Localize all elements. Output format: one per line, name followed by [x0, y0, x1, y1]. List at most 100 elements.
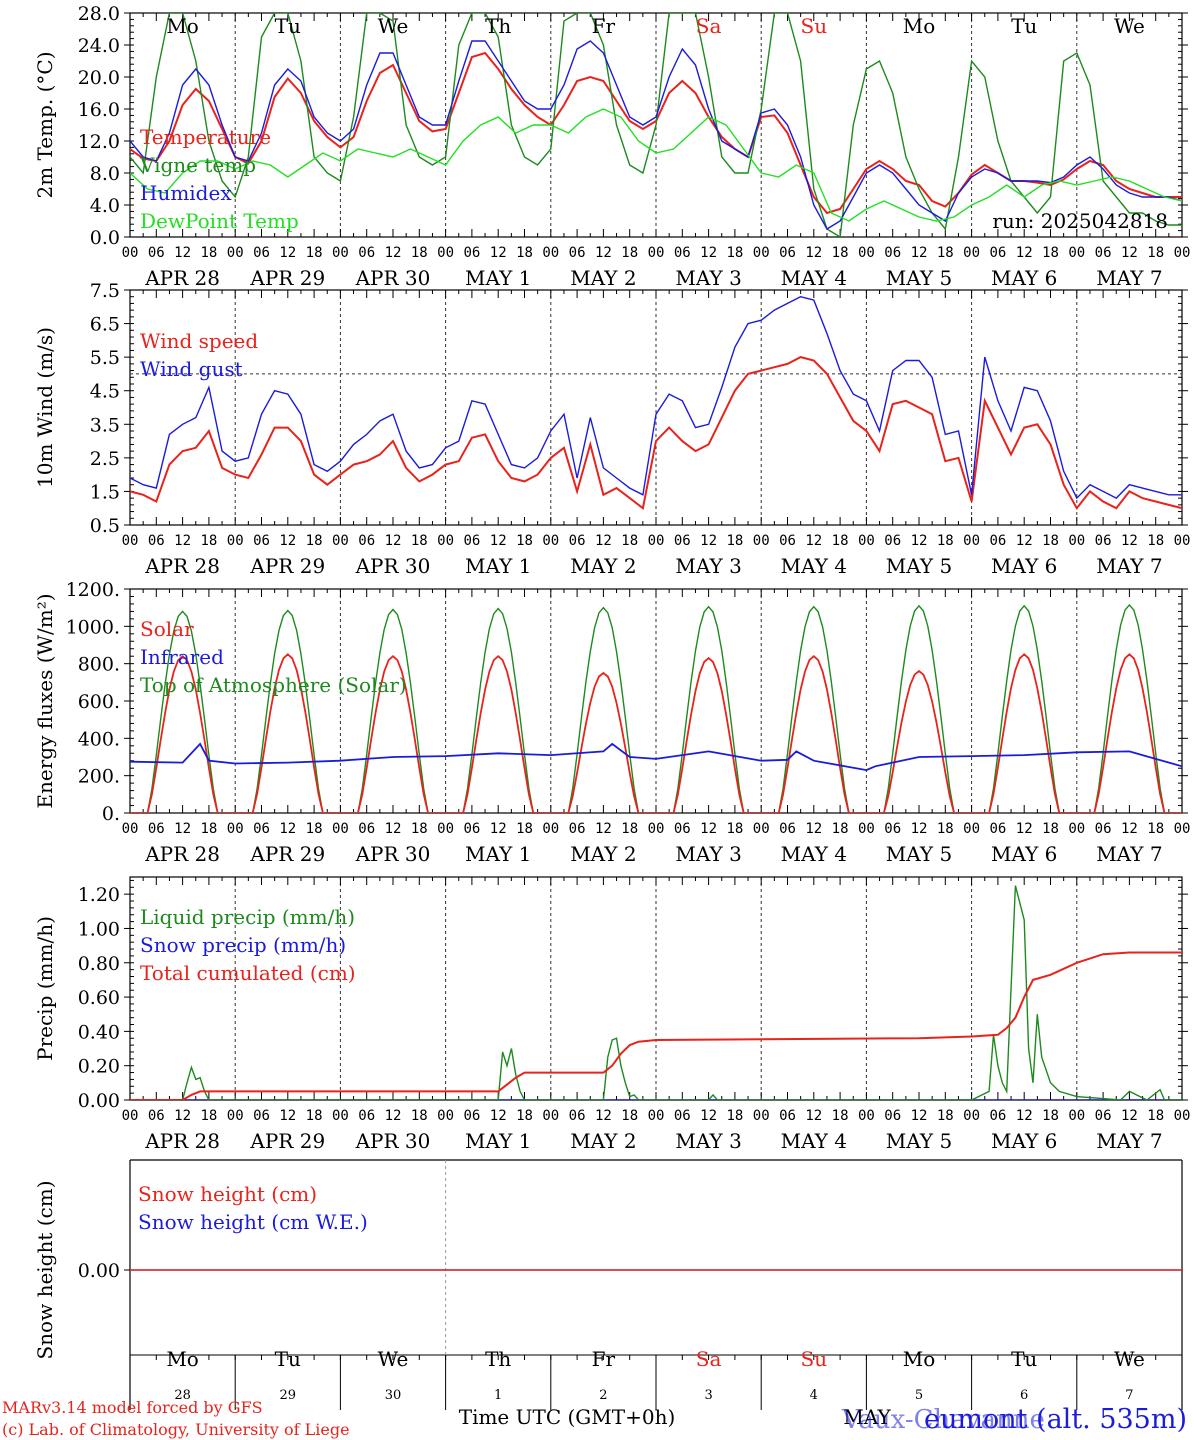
legend-entry: DewPoint Temp: [140, 209, 299, 233]
y-tick-label: 16.0: [78, 99, 120, 121]
hour-tick-label: 18: [937, 533, 954, 549]
series-line-solar: [130, 653, 1182, 813]
hour-tick-label: 18: [726, 245, 743, 261]
hour-tick-label: 00: [1068, 1108, 1085, 1124]
hour-tick-label: 18: [726, 1108, 743, 1124]
series-line-infrared: [130, 742, 1182, 772]
hour-tick-label: 00: [753, 1108, 770, 1124]
hour-tick-label: 12: [279, 1108, 296, 1124]
hour-tick-label: 18: [516, 1108, 533, 1124]
hour-tick-label: 18: [726, 821, 743, 837]
hour-tick-label: 18: [516, 245, 533, 261]
hour-tick-label: 12: [490, 533, 507, 549]
date-label: MAY 7: [1096, 266, 1162, 290]
weekday-label: Tu: [1011, 1347, 1037, 1371]
hour-tick-label: 00: [437, 1108, 454, 1124]
hour-tick-label: 18: [1042, 821, 1059, 837]
y-tick-label: 1.00: [78, 918, 120, 940]
hour-tick-label: 00: [332, 821, 349, 837]
hour-tick-label: 00: [753, 821, 770, 837]
hour-tick-label: 12: [174, 821, 191, 837]
y-tick-label: 200.: [78, 766, 120, 788]
hour-tick-label: 12: [805, 245, 822, 261]
hour-tick-label: 12: [805, 1108, 822, 1124]
weekday-label: Mo: [166, 1347, 199, 1371]
hour-tick-label: 06: [569, 821, 586, 837]
y-tick-label: 0.40: [78, 1021, 120, 1043]
weekday-label: We: [378, 14, 409, 38]
hour-tick-label: 06: [358, 533, 375, 549]
hour-tick-label: 18: [1147, 1108, 1164, 1124]
hour-tick-label: 18: [306, 1108, 323, 1124]
hour-tick-label: 06: [358, 1108, 375, 1124]
legend-entry: Wind gust: [140, 357, 243, 381]
hour-tick-label: 06: [1095, 533, 1112, 549]
date-label: APR 29: [249, 842, 325, 866]
weekday-label: Sa: [696, 1347, 722, 1371]
temp-series: [130, 13, 1182, 237]
series-line-dewpoint-temp: [130, 108, 1182, 222]
hour-tick-label: 00: [963, 821, 980, 837]
weekday-label: Tu: [1011, 14, 1037, 38]
hour-tick-label: 18: [200, 1108, 217, 1124]
hour-tick-label: 00: [122, 533, 139, 549]
day-number-label: 29: [280, 1388, 297, 1403]
day-number-label: 7: [1125, 1388, 1133, 1403]
hour-tick-label: 06: [1095, 821, 1112, 837]
hour-tick-label: 12: [700, 821, 717, 837]
y-tick-label: 400.: [78, 728, 120, 750]
hour-tick-label: 00: [122, 821, 139, 837]
legend-entry: Snow precip (mm/h): [140, 933, 346, 957]
date-label: MAY 4: [781, 266, 847, 290]
hour-tick-label: 12: [490, 245, 507, 261]
hour-tick-label: 12: [595, 245, 612, 261]
hour-tick-label: 00: [332, 1108, 349, 1124]
hour-tick-label: 06: [253, 245, 270, 261]
legend-entry: Temperature: [140, 125, 271, 149]
hour-tick-label: 06: [989, 245, 1006, 261]
date-label: APR 28: [144, 554, 220, 578]
precip-series: [130, 885, 1182, 1100]
date-label: MAY 1: [465, 842, 531, 866]
weekday-label: Tu: [275, 1347, 301, 1371]
hour-tick-label: 12: [385, 533, 402, 549]
hour-tick-label: 12: [911, 533, 928, 549]
hour-tick-label: 06: [253, 533, 270, 549]
hour-tick-label: 12: [1016, 821, 1033, 837]
y-tick-label: 28.0: [78, 3, 120, 25]
day-number-label: 30: [385, 1388, 402, 1403]
hour-tick-label: 00: [1068, 533, 1085, 549]
hour-tick-label: 00: [332, 245, 349, 261]
hour-tick-label: 18: [621, 533, 638, 549]
hour-tick-label: 00: [1068, 245, 1085, 261]
hour-tick-label: 06: [884, 821, 901, 837]
date-label: APR 29: [249, 554, 325, 578]
hour-tick-label: 06: [989, 821, 1006, 837]
hour-tick-label: 18: [306, 245, 323, 261]
hour-tick-label: 00: [963, 245, 980, 261]
hour-tick-label: 00: [437, 821, 454, 837]
hour-tick-label: 06: [779, 245, 796, 261]
date-label: MAY 5: [886, 266, 952, 290]
date-label: MAY 2: [570, 266, 636, 290]
y-tick-label: 1.5: [90, 481, 120, 503]
date-label: MAY 4: [781, 1129, 847, 1153]
date-label: MAY 3: [675, 842, 741, 866]
hour-tick-label: 12: [490, 1108, 507, 1124]
hour-tick-label: 00: [1068, 821, 1085, 837]
date-label: APR 30: [355, 266, 431, 290]
y-tick-label: 5.5: [90, 347, 120, 369]
date-label: MAY 6: [991, 554, 1057, 578]
day-number-label: 3: [704, 1388, 712, 1403]
hour-tick-label: 12: [700, 1108, 717, 1124]
legend-entry: Snow height (cm): [138, 1182, 317, 1206]
date-label: MAY 3: [675, 1129, 741, 1153]
hour-tick-label: 00: [1174, 1108, 1191, 1124]
date-label: MAY 2: [570, 554, 636, 578]
y-tick-label: 8.0: [90, 163, 120, 185]
hour-tick-label: 00: [753, 245, 770, 261]
hour-tick-label: 00: [858, 533, 875, 549]
energy-series: [130, 603, 1182, 813]
hour-tick-label: 12: [385, 1108, 402, 1124]
date-label: APR 30: [355, 1129, 431, 1153]
